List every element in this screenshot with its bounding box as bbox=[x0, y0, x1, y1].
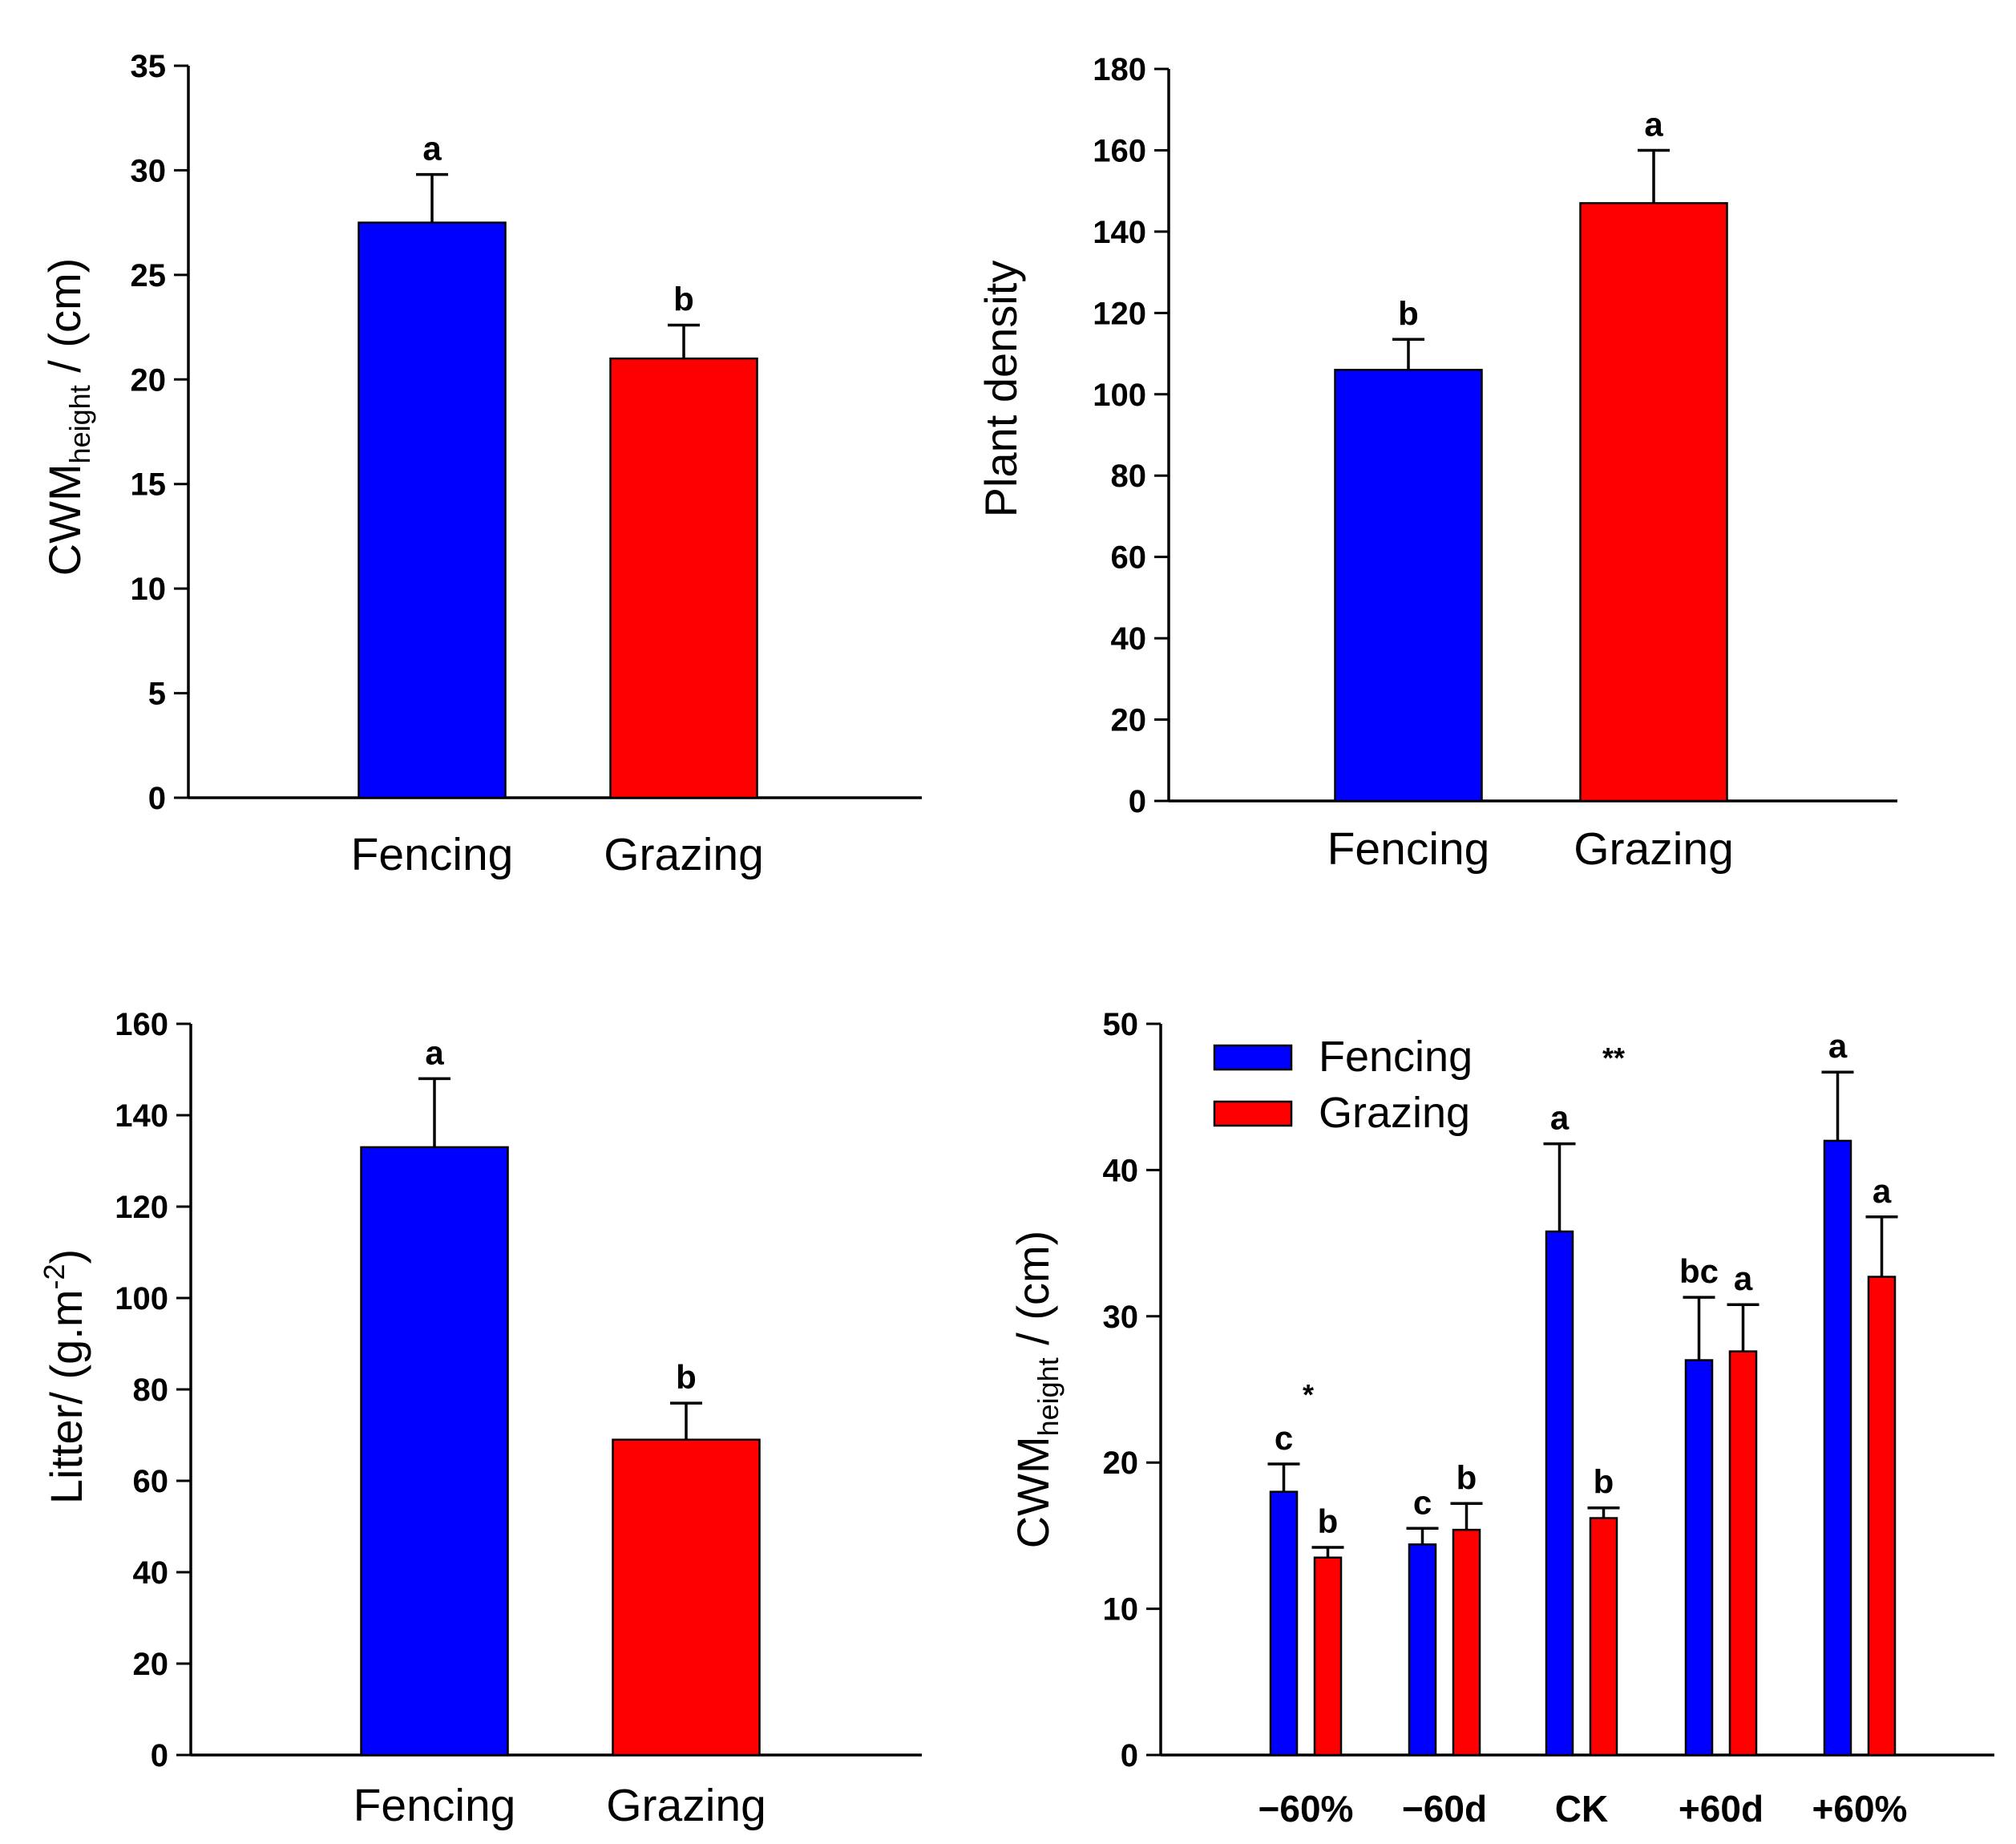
panel-a-y-axis-title-tail: / (cm) bbox=[39, 258, 90, 386]
panel-d-y-tick-label-0: 0 bbox=[1121, 1738, 1138, 1773]
panel-c-sig-letter-0: a bbox=[425, 1033, 444, 1071]
panel-a-y-axis-title-main: CWM bbox=[39, 463, 90, 576]
panel-d-grazing-sig-letter-0: b bbox=[1318, 1502, 1339, 1540]
panel-d-grazing-bar-4 bbox=[1867, 1276, 1897, 1757]
panel-d-grazing-sig-letter-4: a bbox=[1873, 1172, 1892, 1210]
panel-d-x-category-4: +60% bbox=[1812, 1788, 1908, 1830]
panel-a-y-tick-label-3: 15 bbox=[131, 467, 167, 503]
panel-c-y-tick-label-7: 140 bbox=[115, 1098, 168, 1134]
panel-b-y-tick-label-0: 0 bbox=[1129, 784, 1146, 819]
panel-a-y-tick-label-7: 35 bbox=[131, 49, 167, 84]
panel-c-x-category-1: Grazing bbox=[606, 1780, 766, 1831]
panel-d-y-tick-label-4: 40 bbox=[1103, 1153, 1139, 1188]
panel-b-y-axis-title: Plant density bbox=[976, 261, 1026, 518]
panel-d-fencing-bar-4 bbox=[1823, 1139, 1852, 1757]
panel-d-legend-swatch-0 bbox=[1213, 1044, 1293, 1071]
panel-d-x-category-0: −60% bbox=[1258, 1788, 1354, 1830]
panel-d-y-axis-title-main: CWM bbox=[1008, 1436, 1058, 1548]
panel-c-y-axis-title: Litter/ (g.m-2) bbox=[38, 1249, 91, 1504]
panel-d-x-category-2: CK bbox=[1555, 1788, 1608, 1830]
panel-c-y-axis-title-sup: -2 bbox=[38, 1264, 71, 1290]
panel-d-significance-mark-0: * bbox=[1303, 1378, 1314, 1411]
panel-b-x-category-0: Fencing bbox=[1327, 823, 1490, 875]
panel-b-x-category-1: Grazing bbox=[1574, 823, 1734, 875]
panel-b-y-tick-label-2: 40 bbox=[1111, 621, 1147, 657]
panel-c-y-axis-title-main: Litter/ (g.m bbox=[41, 1290, 91, 1505]
panel-c-bar-1 bbox=[612, 1438, 761, 1757]
panel-b-y-axis-title-main: Plant density bbox=[976, 261, 1026, 518]
panel-b-bar-1 bbox=[1579, 202, 1728, 803]
panel-b-y-tick-label-4: 80 bbox=[1111, 459, 1147, 494]
panel-d-x-category-3: +60d bbox=[1679, 1788, 1763, 1830]
panel-d-fencing-sig-letter-4: a bbox=[1828, 1027, 1848, 1065]
panel-d-legend-label-0: Fencing bbox=[1319, 1033, 1473, 1081]
panel-a-y-tick-label-5: 25 bbox=[131, 258, 167, 293]
panel-d-x-category-1: −60d bbox=[1402, 1788, 1487, 1830]
panel-c-y-tick-label-1: 20 bbox=[133, 1647, 169, 1682]
panel-c-y-tick-label-0: 0 bbox=[151, 1738, 168, 1773]
panel-b-y-tick-label-1: 20 bbox=[1111, 703, 1147, 738]
panel-c-y-tick-label-5: 100 bbox=[115, 1281, 168, 1316]
panel-d-grazing-sig-letter-3: a bbox=[1734, 1260, 1753, 1297]
panel-b-y-tick-label-8: 160 bbox=[1093, 133, 1146, 168]
panel-d-fencing-bar-2 bbox=[1545, 1230, 1574, 1757]
panel-d-grazing-sig-letter-1: b bbox=[1456, 1458, 1477, 1496]
panel-b-y-tick-label-6: 120 bbox=[1093, 296, 1146, 331]
panel-a-y-axis-title-sub: height bbox=[63, 385, 96, 463]
panel-b-y-tick-label-3: 60 bbox=[1111, 540, 1147, 576]
panel-d-grazing-sig-letter-2: b bbox=[1594, 1463, 1614, 1501]
panel-a-bar-0 bbox=[358, 221, 507, 799]
panel-a-sig-letter-1: b bbox=[673, 280, 694, 317]
panel-c-y-tick-label-2: 40 bbox=[133, 1555, 169, 1591]
panel-d-y-tick-label-3: 30 bbox=[1103, 1300, 1139, 1335]
panel-d-legend-swatch-1 bbox=[1213, 1100, 1293, 1127]
panel-d-significance-mark-1: ** bbox=[1602, 1041, 1625, 1074]
panel-d-fencing-sig-letter-2: a bbox=[1550, 1099, 1570, 1137]
panel-d-fencing-bar-3 bbox=[1684, 1359, 1714, 1757]
panel-b-bar-0 bbox=[1334, 369, 1483, 803]
panel-d-y-axis-title-sub: height bbox=[1032, 1357, 1065, 1436]
panel-b-y-tick-label-7: 140 bbox=[1093, 215, 1146, 250]
panel-d-fencing-bar-1 bbox=[1408, 1543, 1437, 1757]
panel-b-sig-letter-1: a bbox=[1644, 105, 1663, 143]
panel-d-fencing-sig-letter-3: bc bbox=[1679, 1252, 1719, 1290]
panel-a-sig-letter-0: a bbox=[422, 130, 442, 168]
panel-d-grazing-bar-1 bbox=[1452, 1528, 1481, 1757]
panel-d-fencing-sig-letter-1: c bbox=[1413, 1483, 1432, 1521]
panel-a-y-tick-label-0: 0 bbox=[148, 781, 166, 816]
panel-a-bar-1 bbox=[609, 357, 758, 799]
panel-c-y-tick-label-6: 120 bbox=[115, 1190, 168, 1225]
panel-c-sig-letter-1: b bbox=[676, 1358, 697, 1396]
panel-a-x-category-1: Grazing bbox=[604, 829, 764, 880]
panel-a-y-axis-title: CWMheight / (cm) bbox=[39, 258, 96, 576]
panel-a-y-tick-label-2: 10 bbox=[131, 572, 167, 607]
panel-d-y-axis-title-tail: / (cm) bbox=[1008, 1231, 1058, 1358]
panel-c-y-tick-label-3: 60 bbox=[133, 1464, 169, 1499]
panel-d-y-tick-label-5: 50 bbox=[1103, 1007, 1139, 1042]
panel-d-grazing-bar-2 bbox=[1589, 1517, 1618, 1757]
panel-d-fencing-bar-0 bbox=[1269, 1490, 1299, 1757]
panel-d-fencing-sig-letter-0: c bbox=[1275, 1419, 1293, 1457]
panel-a-x-category-0: Fencing bbox=[351, 829, 514, 880]
panel-b-sig-letter-0: b bbox=[1398, 294, 1419, 332]
panel-b-y-tick-label-5: 100 bbox=[1093, 378, 1146, 413]
panel-c-y-axis-title-tail: ) bbox=[41, 1249, 91, 1264]
panel-d-y-tick-label-2: 20 bbox=[1103, 1446, 1139, 1481]
panel-b-y-tick-label-9: 180 bbox=[1093, 52, 1146, 87]
panel-c-y-tick-label-8: 160 bbox=[115, 1007, 168, 1042]
panel-c-y-tick-label-4: 80 bbox=[133, 1373, 169, 1408]
panel-d-legend-label-1: Grazing bbox=[1319, 1089, 1470, 1137]
panel-d-grazing-bar-3 bbox=[1728, 1350, 1758, 1757]
panel-d-grazing-bar-0 bbox=[1313, 1556, 1343, 1757]
panel-d-y-axis-title: CWMheight / (cm) bbox=[1008, 1231, 1065, 1549]
panel-a-y-tick-label-1: 5 bbox=[148, 677, 166, 712]
panel-c-x-category-0: Fencing bbox=[354, 1780, 516, 1831]
panel-d-y-tick-label-1: 10 bbox=[1103, 1592, 1139, 1628]
panel-c-bar-0 bbox=[360, 1146, 509, 1757]
panel-a-y-tick-label-4: 20 bbox=[131, 362, 167, 398]
panel-a-y-tick-label-6: 30 bbox=[131, 153, 167, 188]
